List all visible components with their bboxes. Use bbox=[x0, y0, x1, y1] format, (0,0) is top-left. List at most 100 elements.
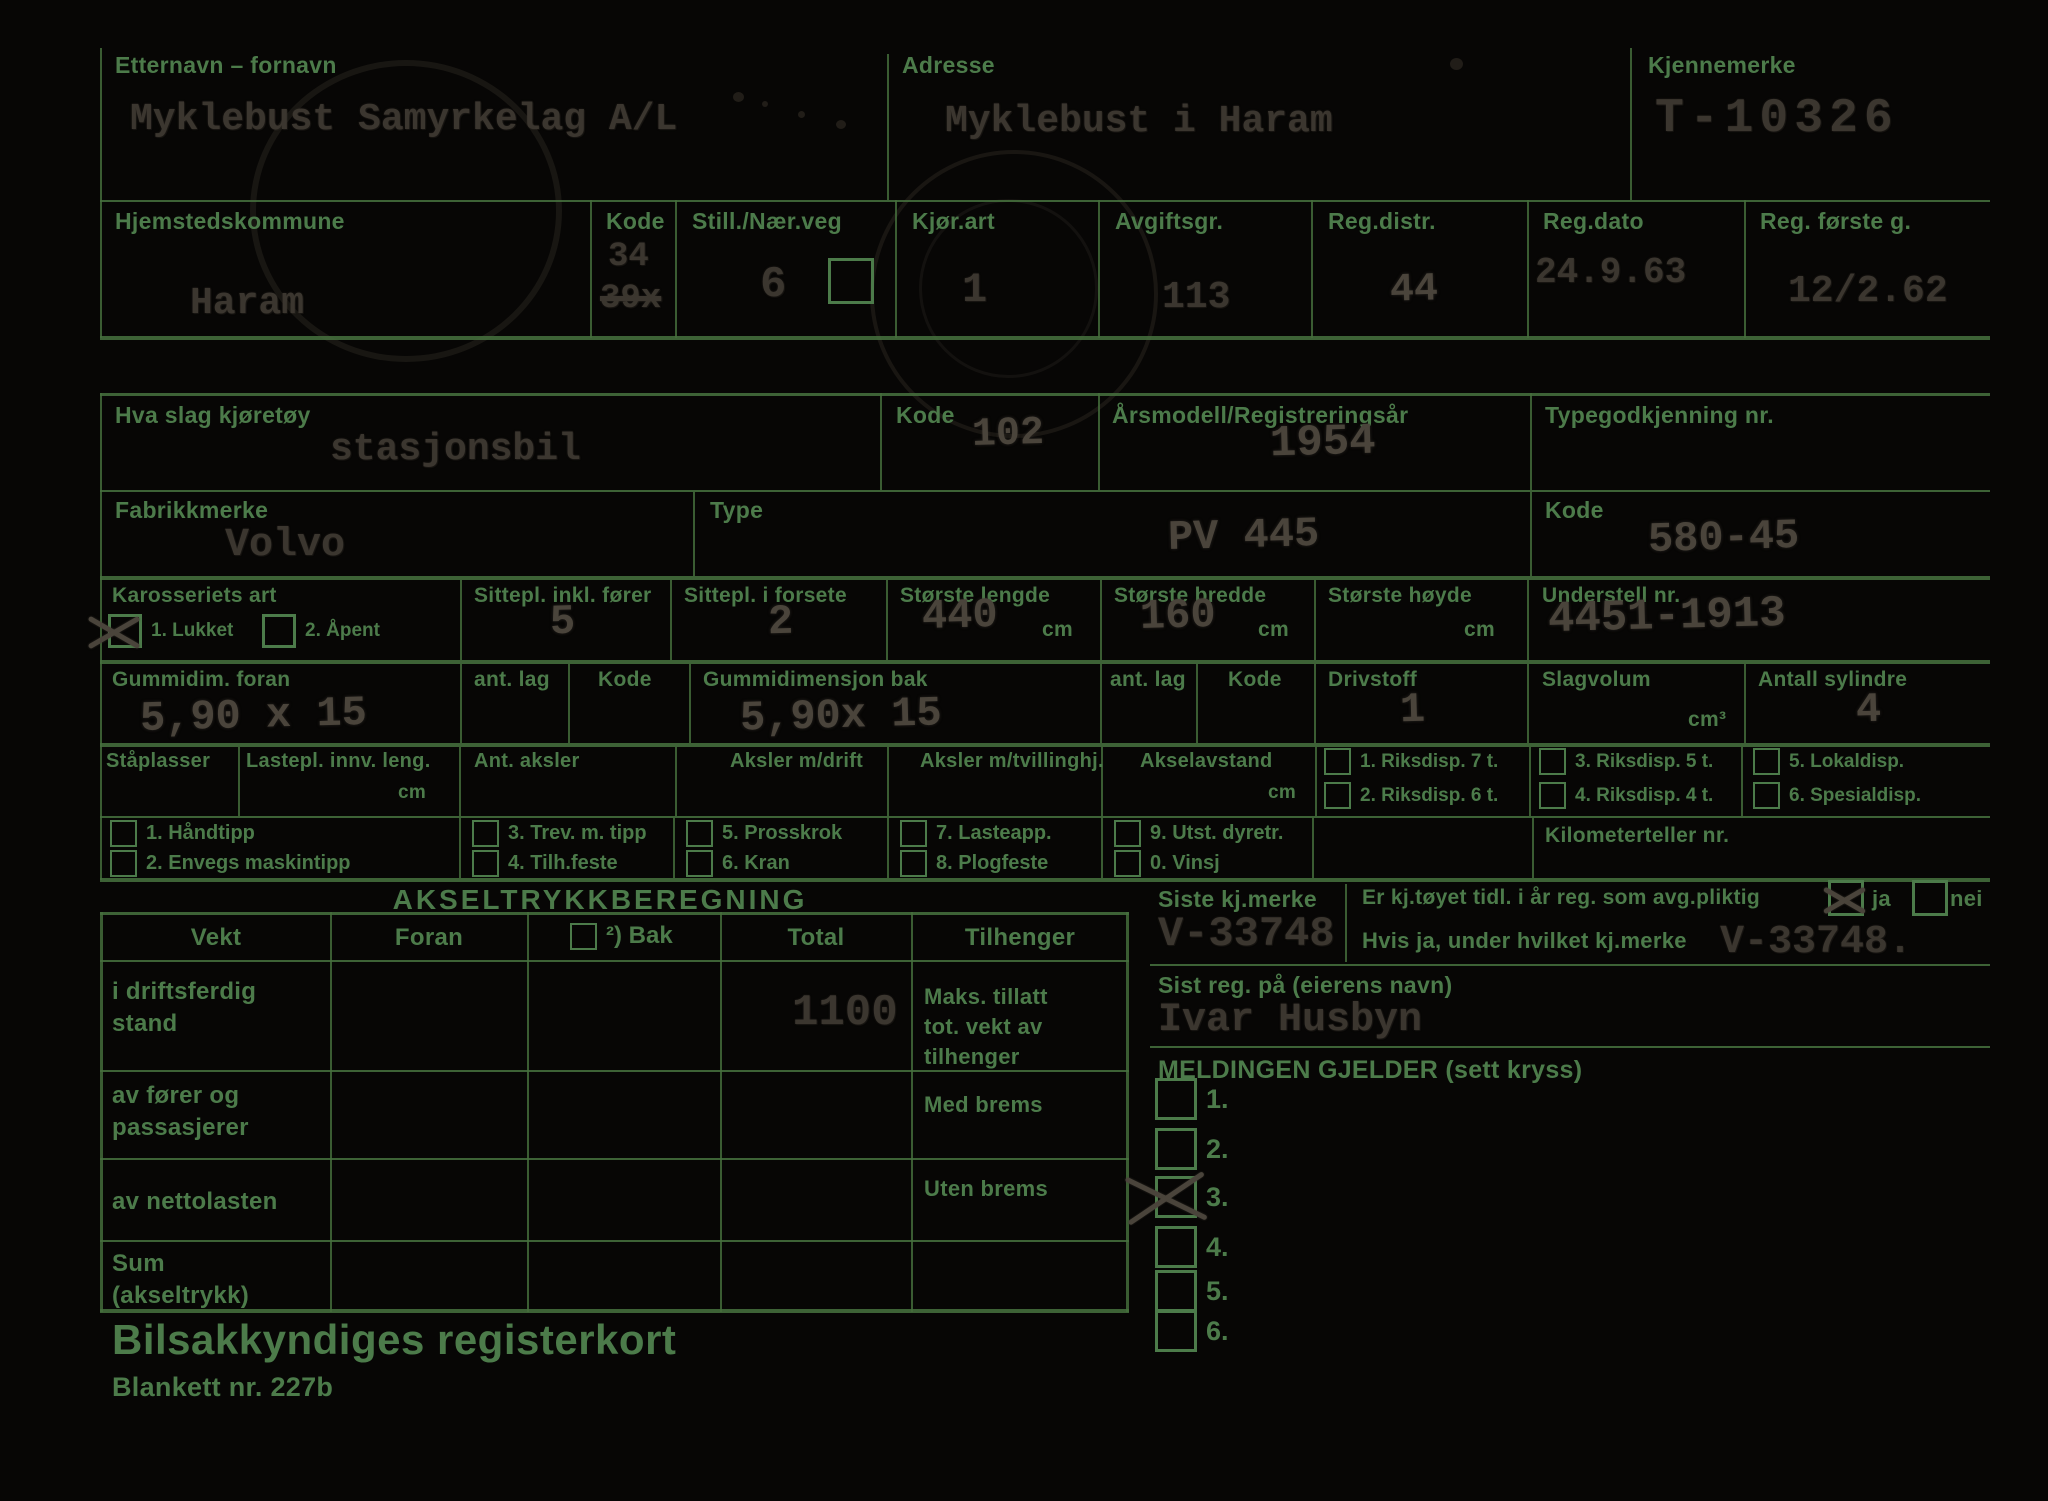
field-arsmodell-label: Årsmodell/Registreringsår bbox=[1112, 402, 1409, 428]
axle-header-bak: ²) Bak bbox=[570, 922, 673, 950]
field-hoyde-unit: cm bbox=[1464, 618, 1495, 641]
field-understell-value: 4451-1913 bbox=[1547, 588, 1787, 646]
divider bbox=[460, 664, 462, 743]
divider bbox=[1744, 200, 1746, 338]
field-avgiftsgr-value: 113 bbox=[1162, 276, 1231, 319]
axle-header-bak-label: ²) Bak bbox=[606, 922, 673, 949]
meldingen-1-label: 1. bbox=[1206, 1083, 1229, 1114]
riksdisp-6t-option: 2. Riksdisp. 6 t. bbox=[1324, 782, 1498, 809]
divider bbox=[100, 336, 1990, 340]
divider bbox=[1345, 884, 1347, 962]
field-etternavn-value: Myklebust Samyrkelag A/L bbox=[130, 98, 678, 141]
karosseri-apent-checkbox bbox=[262, 614, 296, 648]
field-regdistr-label: Reg.distr. bbox=[1328, 208, 1436, 234]
utst-dyretr-option: 9. Utst. dyretr. bbox=[1114, 820, 1283, 847]
tilhenger-med-brems: Med brems bbox=[924, 1092, 1043, 1117]
field-typegodkjenning-label: Typegodkjenning nr. bbox=[1545, 402, 1774, 428]
trev-m-tipp-checkbox bbox=[472, 820, 499, 847]
field-kode1-struck-value: 39x bbox=[600, 280, 662, 318]
divider bbox=[1150, 964, 1990, 966]
divider bbox=[887, 747, 889, 816]
field-lengde-value: 440 bbox=[921, 591, 999, 641]
field-still-naerveg-label: Still./Nær.veg bbox=[692, 208, 842, 234]
field-drivstoff-label: Drivstoff bbox=[1328, 668, 1418, 691]
divider bbox=[590, 200, 592, 338]
tilhfeste-checkbox bbox=[472, 850, 499, 877]
lasteapp-label: 7. Lasteapp. bbox=[936, 822, 1052, 844]
envegs-maskintipp-option: 2. Envegs maskintipp bbox=[110, 850, 351, 877]
prosskrok-label: 5. Prosskrok bbox=[722, 822, 843, 844]
lasteapp-option: 7. Lasteapp. bbox=[900, 820, 1052, 847]
divider bbox=[1100, 580, 1102, 660]
divider bbox=[459, 747, 461, 816]
divider bbox=[1527, 200, 1529, 338]
trev-m-tipp-label: 3. Trev. m. tipp bbox=[508, 822, 647, 844]
divider bbox=[100, 48, 102, 338]
meldingen-4-checkbox bbox=[1155, 1226, 1197, 1268]
meldingen-item-5: 5. bbox=[1155, 1270, 1229, 1312]
axle-header-tilhenger: Tilhenger bbox=[964, 924, 1076, 951]
field-sittepl-forsete-label: Sittepl. i forsete bbox=[684, 584, 847, 607]
field-gummibak-value: 5,90x 15 bbox=[739, 689, 943, 743]
field-karosseri-label: Karosseriets art bbox=[112, 584, 277, 607]
field-gummiforan-value: 5,90 x 15 bbox=[139, 689, 368, 743]
divider bbox=[100, 912, 1129, 915]
hvis-ja-text: Hvis ja, under hvilket kj.merke bbox=[1362, 928, 1687, 953]
bak-footnote-checkbox bbox=[570, 922, 597, 950]
axle-row3-label: av nettolasten bbox=[112, 1188, 278, 1215]
divider bbox=[100, 1158, 1129, 1160]
divider bbox=[675, 747, 677, 816]
meldingen-6-label: 6. bbox=[1206, 1315, 1229, 1346]
field-antlag2-label: ant. lag bbox=[1110, 668, 1186, 691]
axle-header-vekt: Vekt bbox=[190, 924, 242, 951]
still-naerveg-checkbox bbox=[828, 258, 874, 304]
field-kode1-value: 34 bbox=[608, 238, 649, 276]
divider bbox=[1311, 200, 1313, 338]
lokaldisp-label: 5. Lokaldisp. bbox=[1789, 750, 1905, 772]
tilhenger-maks-line2: tot. vekt av bbox=[924, 1014, 1043, 1039]
field-regforsteg-label: Reg. første g. bbox=[1760, 208, 1912, 234]
ink-dot bbox=[733, 92, 744, 102]
field-kilometerteller-label: Kilometerteller nr. bbox=[1545, 824, 1730, 847]
meldingen-5-label: 5. bbox=[1206, 1275, 1229, 1306]
tilhfeste-option: 4. Tilh.feste bbox=[472, 850, 618, 877]
divider bbox=[527, 912, 529, 1312]
field-type-value: PV 445 bbox=[1167, 510, 1320, 562]
axle-row4-label: Sum bbox=[112, 1250, 165, 1277]
field-slagvolum-unit: cm³ bbox=[1688, 708, 1727, 731]
avgpliktig-nei-checkbox bbox=[1912, 880, 1948, 916]
field-avgiftsgr-label: Avgiftsgr. bbox=[1115, 208, 1224, 234]
divider bbox=[1530, 492, 1532, 576]
divider bbox=[238, 747, 240, 816]
field-kjorart-value: 1 bbox=[962, 266, 988, 314]
meldingen-item-4: 4. bbox=[1155, 1226, 1229, 1268]
karosseri-apent-label: 2. Åpent bbox=[305, 620, 380, 641]
field-hvaslag-value: stasjonsbil bbox=[330, 428, 581, 471]
meldingen-4-label: 4. bbox=[1206, 1231, 1229, 1262]
divider bbox=[1100, 664, 1102, 743]
field-siste-kjmerke-value: V-33748 bbox=[1158, 910, 1335, 958]
field-akselavstand-label: Akselavstand bbox=[1140, 750, 1273, 772]
field-regforsteg-value: 12/2.62 bbox=[1788, 270, 1948, 313]
divider bbox=[568, 664, 570, 743]
divider bbox=[1314, 580, 1316, 660]
utst-dyretr-checkbox bbox=[1114, 820, 1141, 847]
divider bbox=[100, 816, 1990, 818]
divider bbox=[1196, 664, 1198, 743]
handtipp-option: 1. Håndtipp bbox=[110, 820, 255, 847]
riksdisp-6t-checkbox bbox=[1324, 782, 1351, 809]
divider bbox=[887, 818, 889, 878]
meldingen-3-checkbox bbox=[1155, 1176, 1197, 1218]
field-staplasser-label: Ståplasser bbox=[106, 750, 211, 772]
utst-dyretr-label: 9. Utst. dyretr. bbox=[1150, 822, 1284, 844]
field-sylindre-value: 4 bbox=[1855, 685, 1882, 735]
avgpliktig-question-text: Er kj.tøyet tidl. i år reg. som avg.plik… bbox=[1362, 886, 1760, 909]
divider bbox=[1741, 747, 1743, 816]
field-akselavstand-unit: cm bbox=[1268, 782, 1297, 803]
field-slagvolum-label: Slagvolum bbox=[1542, 668, 1651, 691]
field-kode1-label: Kode bbox=[606, 208, 665, 234]
axle-row2-label: av fører og bbox=[112, 1082, 240, 1109]
divider bbox=[100, 200, 1990, 202]
field-bredde-label: Største bredde bbox=[1114, 584, 1267, 607]
field-akslerdrift-label: Aksler m/drift bbox=[730, 750, 864, 772]
